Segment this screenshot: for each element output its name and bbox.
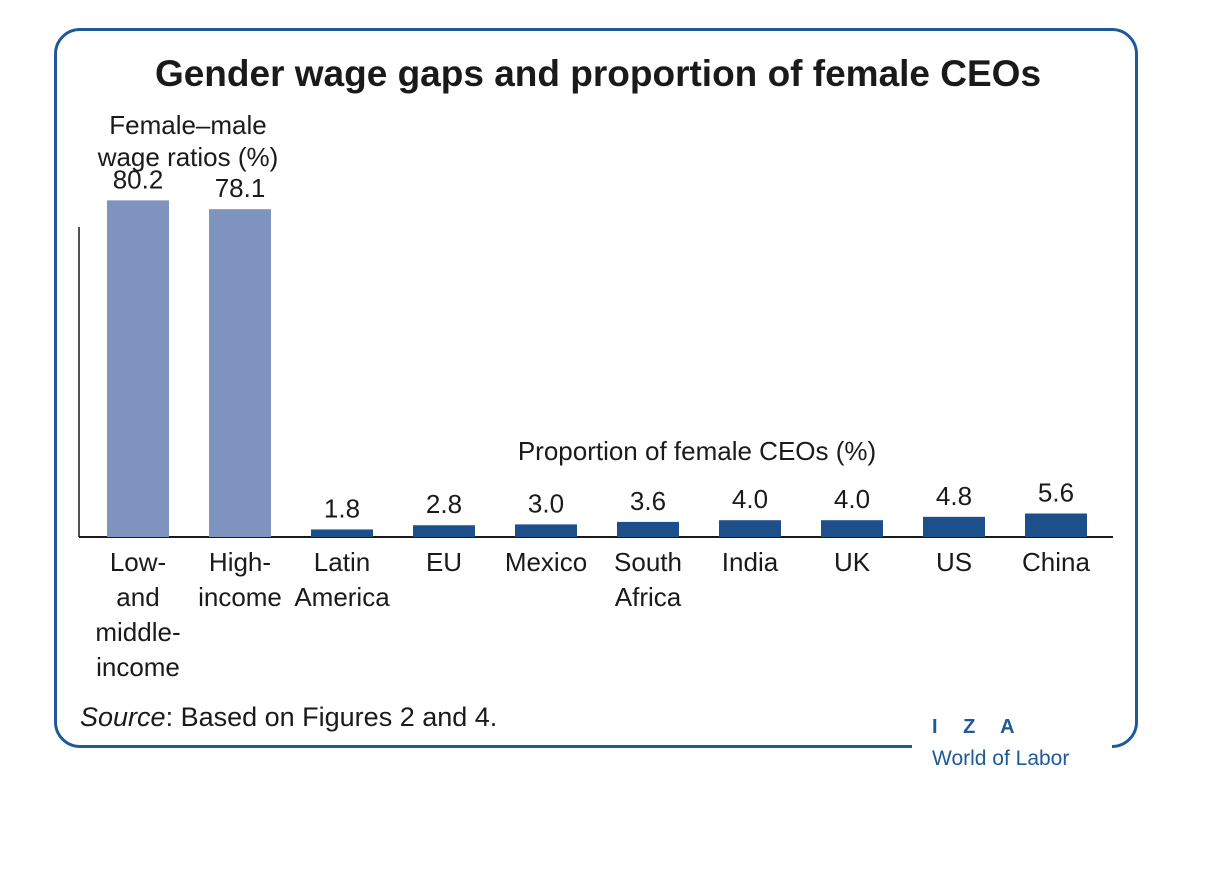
bar-ceo-4 [515, 524, 577, 537]
category-label-3: EU [426, 547, 462, 577]
category-label-8: US [936, 547, 972, 577]
category-label-4: Mexico [505, 547, 587, 577]
chart-title: Gender wage gaps and proportion of femal… [155, 53, 1041, 94]
bar-ceo-7 [821, 520, 883, 537]
value-label-7: 4.0 [834, 484, 870, 514]
value-label-4: 3.0 [528, 488, 564, 518]
value-labels-group: 80.2 78.1 1.8 2.8 3.0 3.6 4.0 4.0 4.8 5.6 [113, 164, 1074, 523]
category-label-9: China [1022, 547, 1090, 577]
category-label-2: Latin America [294, 547, 390, 612]
bar-ceo-6 [719, 520, 781, 537]
ceo-series-name: Proportion of female CEOs (%) [518, 436, 876, 466]
bar-wage-0 [107, 200, 169, 537]
bars-group [107, 200, 1087, 537]
bar-ceo-3 [413, 525, 475, 537]
ceo-series-label: Proportion of female CEOs (%) [518, 436, 876, 466]
wage-series-name: Female–male wage ratios (%) [97, 110, 279, 172]
category-label-0: Low-and middle-income [95, 547, 180, 682]
category-label-5: South Africa [614, 547, 682, 612]
bar-wage-1 [209, 209, 271, 537]
bar-ceo-9 [1025, 513, 1087, 537]
value-label-9: 5.6 [1038, 477, 1074, 507]
value-label-3: 2.8 [426, 489, 462, 519]
chart-frame [54, 28, 1138, 748]
source-note: Source: Based on Figures 2 and 4. [80, 702, 497, 732]
brand-logo-iza: I Z A [932, 716, 1025, 738]
bar-ceo-2 [311, 529, 373, 537]
value-label-6: 4.0 [732, 484, 768, 514]
bar-ceo-5 [617, 521, 679, 537]
brand-mask [912, 712, 1112, 768]
category-label-6: India [722, 547, 779, 577]
bar-ceo-8 [923, 516, 985, 537]
value-label-5: 3.6 [630, 486, 666, 516]
brand-logo-clip: World of Labor [932, 744, 1112, 766]
brand-logo-world-of-labor: World of Labor [932, 747, 1070, 766]
value-label-2: 1.8 [324, 493, 360, 523]
value-label-8: 4.8 [936, 481, 972, 511]
wage-series-label: Female–male wage ratios (%) [97, 110, 279, 172]
category-label-1: High-income [198, 547, 282, 612]
category-label-7: UK [834, 547, 871, 577]
value-label-0: 80.2 [113, 164, 164, 194]
value-label-1: 78.1 [215, 173, 266, 203]
